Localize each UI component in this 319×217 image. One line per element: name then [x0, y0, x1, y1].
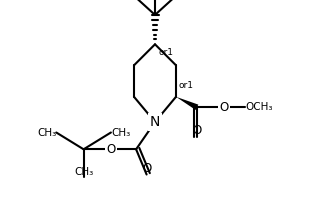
Text: CH₃: CH₃ [74, 168, 93, 178]
Text: O: O [106, 143, 115, 156]
Polygon shape [176, 97, 198, 110]
Text: OCH₃: OCH₃ [245, 102, 273, 112]
Text: CH₃: CH₃ [37, 128, 56, 138]
Text: O: O [192, 124, 202, 137]
Text: N: N [150, 115, 160, 129]
Text: or1: or1 [158, 48, 173, 57]
Text: O: O [220, 101, 229, 114]
Text: CH₃: CH₃ [111, 128, 130, 138]
Text: O: O [142, 161, 151, 174]
Text: or1: or1 [178, 81, 193, 90]
